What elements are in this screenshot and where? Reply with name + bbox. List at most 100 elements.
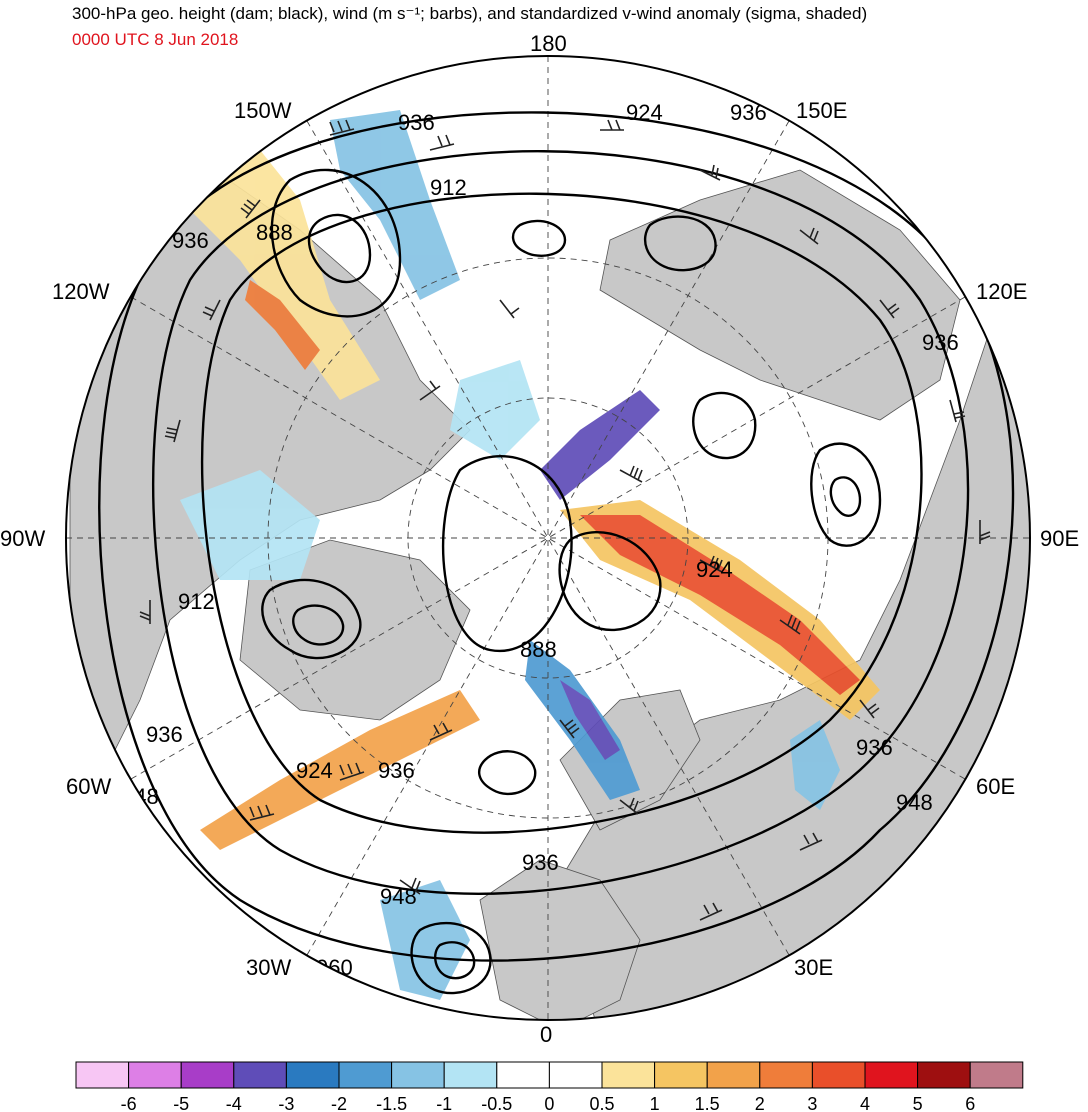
lon-label-60w: 60W (66, 774, 111, 799)
colorbar-swatch (391, 1061, 445, 1089)
wind-barbs (139, 119, 991, 921)
contour-label: 948 (896, 790, 933, 815)
wind-barb (859, 699, 880, 719)
contour-low-siberia (810, 442, 882, 547)
wind-barb (699, 555, 723, 573)
colorbar-tick-label: -0.5 (481, 1094, 512, 1112)
colorbar-tick-label: -6 (121, 1094, 137, 1112)
chart-title: 300-hPa geo. height (dam; black), wind (… (72, 4, 868, 23)
lon-label-0: 0 (540, 1022, 552, 1047)
contour-polar-low (441, 455, 573, 653)
colorbar-swatch (654, 1061, 708, 1089)
colorbar-swatch (864, 1061, 919, 1089)
wind-barb (164, 419, 181, 443)
wind-barb (240, 199, 261, 219)
contour-label: 888 (256, 220, 293, 245)
colorbar-swatch (969, 1061, 1024, 1089)
north-america-land (69, 159, 471, 781)
contour-label: 924 (296, 758, 333, 783)
colorbar-swatch (706, 1061, 761, 1089)
negative-anomaly-core-europe (560, 680, 620, 760)
negative-anomaly-band-greenland (180, 470, 320, 580)
negative-anomaly-band-atlantic (380, 880, 470, 1000)
wind-barb (619, 465, 643, 483)
height-contours (98, 111, 1015, 995)
contour-low-atlantic (410, 922, 492, 995)
lon-label-120e: 120E (976, 279, 1027, 304)
contour-low-alaska-inner (307, 213, 372, 284)
colorbar-tick-label: -1.5 (376, 1094, 407, 1112)
wind-barb (600, 119, 624, 131)
colorbar-swatch (338, 1061, 393, 1089)
wind-barb (779, 614, 801, 635)
wind-barb (619, 797, 639, 815)
colorbar-tick-label: 3 (807, 1094, 817, 1112)
wind-barb (799, 832, 823, 851)
wind-barb (139, 600, 151, 624)
colorbar-tick-label: -4 (226, 1094, 242, 1112)
colorbar-swatch (601, 1061, 656, 1089)
contour-label: 888 (520, 637, 557, 662)
lon-label-150e: 150E (796, 98, 847, 123)
wind-barb (699, 164, 721, 181)
lon-label-90e: 90E (1040, 526, 1079, 551)
wind-barb (399, 877, 421, 895)
colorbar-tick-label: 0 (544, 1094, 554, 1112)
wind-barb (879, 299, 900, 319)
colorbar-swatch (759, 1061, 813, 1089)
contour-labels: 936 924 936 912 888 936 936 924 912 888 … (122, 100, 959, 980)
lon-label-150w: 150W (234, 98, 292, 123)
wind-barb (429, 134, 455, 151)
colorbar-swatch (548, 1061, 603, 1089)
wind-barb (429, 722, 453, 741)
colorbar-swatch (180, 1061, 235, 1089)
wind-barb (559, 719, 580, 739)
colorbar-tick-label: -3 (278, 1094, 294, 1112)
wind-barb (339, 762, 365, 781)
colorbar-swatch (128, 1061, 182, 1089)
contour-label: 924 (626, 100, 663, 125)
colorbar-tick-label: -2 (331, 1094, 347, 1112)
lon-label-30w: 30W (246, 955, 291, 980)
positive-anomaly-core-nw (245, 280, 320, 370)
negative-anomaly-pole (450, 360, 540, 460)
siberia-land (599, 169, 961, 421)
contour-low-kamchatka (644, 215, 717, 272)
colorbar-tick-label: 2 (755, 1094, 765, 1112)
wind-barb (419, 380, 441, 401)
longitude-labels: 180 150E 120E 90E 60E 30E 0 30W 60W 90W … (0, 31, 1079, 1047)
contour-label: 912 (430, 175, 467, 200)
colorbar-swatch (917, 1061, 971, 1089)
lon-label-180: 180 (530, 31, 567, 56)
colorbar-swatch (811, 1061, 866, 1089)
colorbar-tick-label: 5 (913, 1094, 923, 1112)
contour-low-iceland (477, 750, 537, 796)
contour-low-siberia-inner (829, 476, 862, 517)
contour-outer-ring (98, 111, 1015, 962)
contour-label: 912 (178, 589, 215, 614)
contour-low-atlantic-inner (434, 941, 476, 980)
contour-label: 948 (380, 884, 417, 909)
wind-barb (499, 299, 520, 319)
contour-label: 924 (696, 557, 733, 582)
colorbar-tick-label: 0.5 (589, 1094, 614, 1112)
wind-barb (949, 399, 966, 423)
wind-barb (799, 227, 819, 245)
lon-label-120w: 120W (52, 279, 110, 304)
contour-label: 936 (398, 110, 435, 135)
colorbar-swatch (75, 1061, 130, 1089)
contour-label: 936 (522, 850, 559, 875)
colorbar-tick-label: 1.5 (695, 1094, 720, 1112)
contour-label: 936 (922, 330, 959, 355)
colorbar-tick-label: 4 (860, 1094, 870, 1112)
colorbar-tick-label: -1 (436, 1094, 452, 1112)
map-border (65, 55, 1031, 1021)
contour-low-baffin-inner (292, 604, 345, 646)
contour-low-alaska (270, 168, 402, 318)
contour-label: 936 (378, 758, 415, 783)
wind-barb (979, 520, 991, 544)
greenland-land (239, 539, 471, 721)
colorbar-swatch (233, 1061, 287, 1089)
colorbar-swatch (496, 1061, 550, 1089)
